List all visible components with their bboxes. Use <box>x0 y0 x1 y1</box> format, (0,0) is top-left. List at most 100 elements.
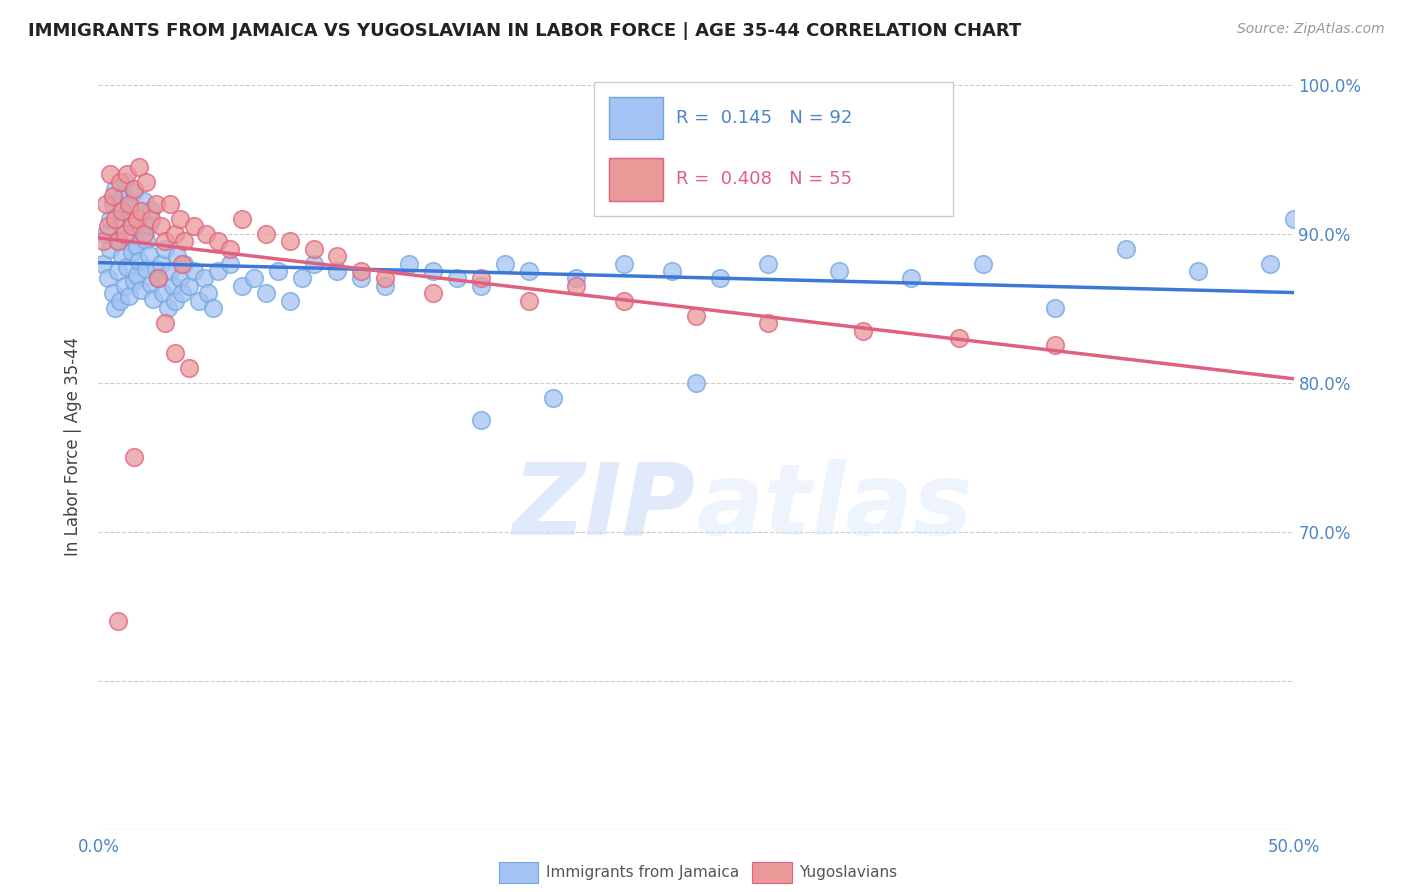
Point <box>111 219 134 234</box>
Point <box>139 202 162 217</box>
Point <box>172 256 194 270</box>
Point <box>326 249 349 263</box>
Point <box>142 293 165 307</box>
Point <box>121 219 143 234</box>
Point <box>115 260 138 274</box>
Point <box>219 242 242 256</box>
Point <box>104 301 127 316</box>
Point <box>124 182 146 196</box>
Point <box>114 227 136 241</box>
Point <box>685 376 707 390</box>
Point <box>1187 264 1209 278</box>
Point <box>94 227 117 241</box>
Point <box>852 324 875 338</box>
Point <box>148 271 170 285</box>
Point <box>148 271 170 285</box>
Point <box>159 197 181 211</box>
Point <box>183 219 205 234</box>
Point <box>661 264 683 278</box>
Point <box>121 244 143 259</box>
Point <box>104 182 127 196</box>
Point <box>108 204 131 219</box>
Point <box>685 309 707 323</box>
Point <box>302 242 325 256</box>
Point <box>108 175 131 189</box>
Point <box>107 614 129 628</box>
Point <box>163 346 186 360</box>
Point <box>231 278 253 293</box>
Point <box>107 264 129 278</box>
Point <box>1043 301 1066 316</box>
Point <box>111 204 134 219</box>
Point <box>1115 242 1137 256</box>
Point <box>470 278 492 293</box>
Point <box>145 197 167 211</box>
Point <box>470 271 492 285</box>
Point <box>326 264 349 278</box>
Point <box>267 264 290 278</box>
Point <box>828 264 851 278</box>
Point <box>91 234 114 248</box>
Text: R =  0.408   N = 55: R = 0.408 N = 55 <box>676 170 852 188</box>
Point <box>135 233 157 247</box>
Point <box>756 316 779 330</box>
Point <box>118 197 141 211</box>
Point <box>163 293 186 308</box>
Text: R =  0.145   N = 92: R = 0.145 N = 92 <box>676 109 852 127</box>
Point <box>104 211 127 226</box>
Point <box>900 271 922 285</box>
Point <box>107 234 129 248</box>
Point <box>94 197 117 211</box>
Point <box>1258 256 1281 270</box>
Point <box>125 268 148 283</box>
Point <box>135 262 157 277</box>
Point <box>613 256 636 270</box>
Point <box>517 293 540 308</box>
Point <box>207 264 229 278</box>
Point <box>115 167 138 181</box>
Point <box>131 283 153 297</box>
Point <box>125 211 148 226</box>
Point <box>149 256 172 270</box>
Point <box>107 234 129 248</box>
Point <box>97 219 120 234</box>
Point <box>187 293 209 308</box>
Point <box>152 286 174 301</box>
Point <box>138 218 160 232</box>
Point <box>166 249 188 263</box>
Point <box>278 234 301 248</box>
Point <box>155 234 177 248</box>
Point <box>231 211 253 226</box>
Point <box>470 413 492 427</box>
Point <box>278 293 301 308</box>
Point <box>350 264 373 278</box>
Point <box>139 277 162 292</box>
Point <box>219 256 242 270</box>
Point <box>114 175 136 189</box>
Point <box>541 391 564 405</box>
Point <box>613 293 636 308</box>
Point <box>195 227 218 241</box>
Text: Immigrants from Jamaica: Immigrants from Jamaica <box>546 865 738 880</box>
Point <box>156 301 179 316</box>
Point <box>131 204 153 219</box>
Point <box>374 271 396 285</box>
Point <box>173 256 195 270</box>
Point <box>101 197 124 211</box>
Point <box>101 286 124 301</box>
Point <box>197 286 219 301</box>
FancyBboxPatch shape <box>609 158 662 201</box>
Point <box>149 219 172 234</box>
Point <box>98 167 122 181</box>
Point <box>118 200 141 214</box>
Point <box>162 278 184 293</box>
Point <box>422 286 444 301</box>
Point <box>98 242 122 256</box>
Point <box>97 271 120 285</box>
Text: IMMIGRANTS FROM JAMAICA VS YUGOSLAVIAN IN LABOR FORCE | AGE 35-44 CORRELATION CH: IMMIGRANTS FROM JAMAICA VS YUGOSLAVIAN I… <box>28 22 1021 40</box>
Point <box>125 238 148 252</box>
Point <box>179 278 201 293</box>
Point <box>114 278 136 293</box>
Point <box>422 264 444 278</box>
Point <box>398 256 420 270</box>
